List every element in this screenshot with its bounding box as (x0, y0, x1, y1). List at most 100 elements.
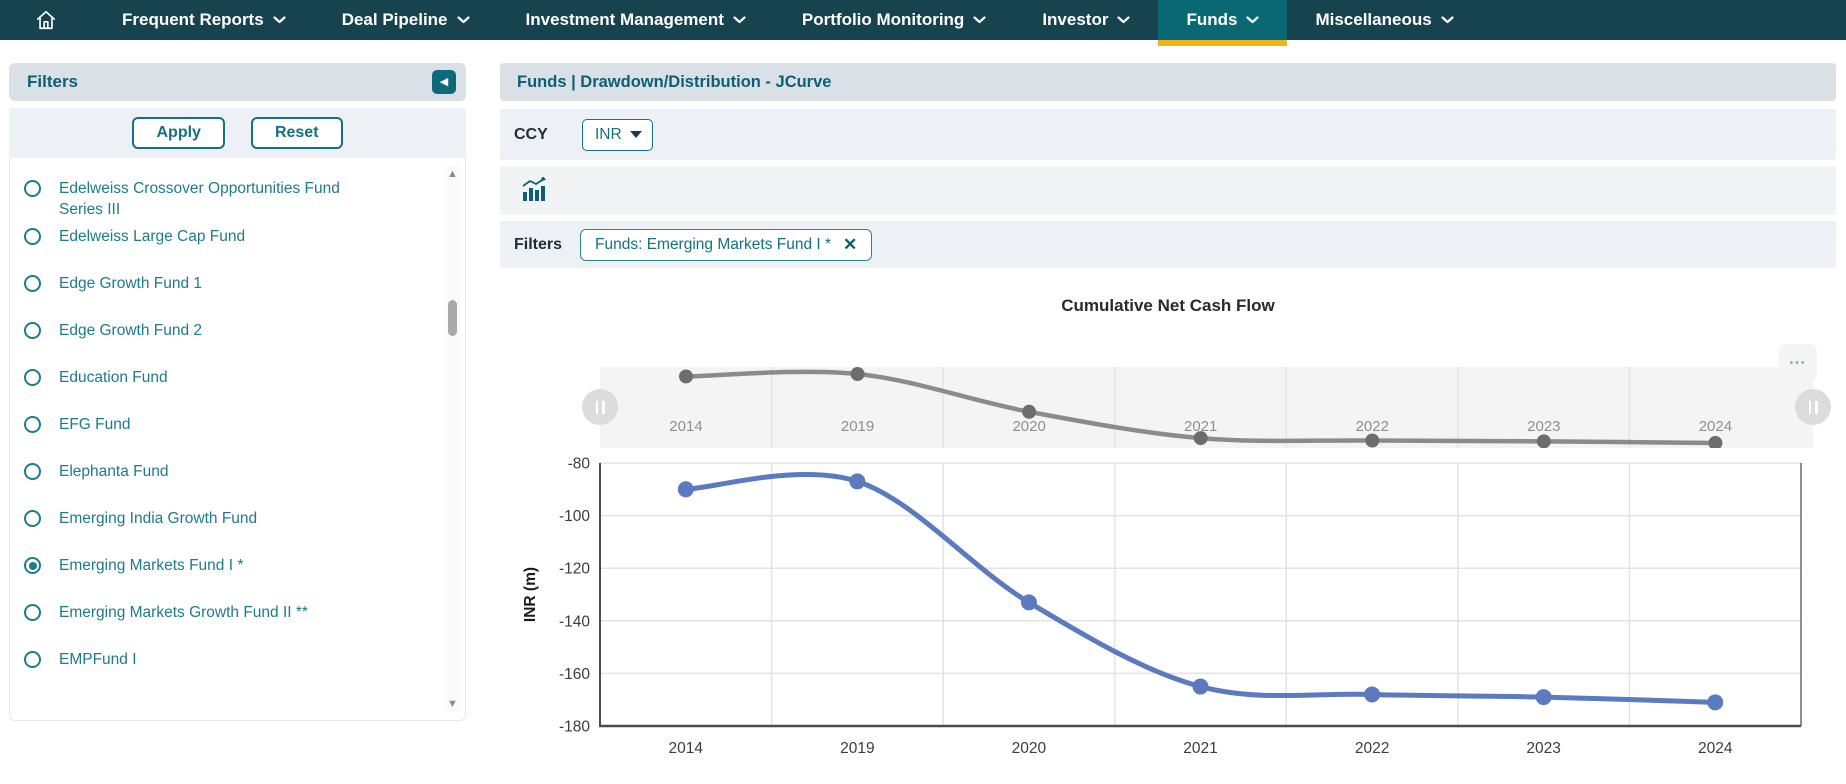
chevron-down-icon (1117, 16, 1130, 24)
fund-item-label: EFG Fund (59, 414, 131, 435)
nav-item-label: Investment Management (526, 10, 724, 30)
chevron-down-icon (733, 16, 746, 24)
navigator-left-handle[interactable] (582, 389, 618, 425)
svg-text:2019: 2019 (841, 418, 874, 435)
svg-text:2014: 2014 (669, 740, 704, 757)
breadcrumb: Funds | Drawdown/Distribution - JCurve (517, 73, 831, 92)
svg-text:2024: 2024 (1699, 418, 1732, 435)
chart-title: Cumulative Net Cash Flow (500, 296, 1836, 316)
fund-item-label: Elephanta Fund (59, 461, 168, 482)
chevron-down-icon (1246, 16, 1259, 24)
scroll-up-arrow[interactable]: ▲ (447, 166, 458, 182)
fund-list-item[interactable]: EFG Fund (24, 408, 439, 455)
fund-list-item[interactable]: Emerging Markets Fund I * (24, 549, 439, 596)
chevron-down-icon (273, 16, 286, 24)
svg-text:2022: 2022 (1355, 740, 1389, 757)
fund-list-item[interactable]: Edge Growth Fund 2 (24, 314, 439, 361)
fund-list-item[interactable]: EMPFund I (24, 643, 439, 690)
nav-item-label: Miscellaneous (1315, 10, 1431, 30)
chevron-down-icon (1441, 16, 1454, 24)
main-chart: -80-100-120-140-160-18020142019202020212… (500, 450, 1846, 784)
svg-text:INR (m): INR (m) (522, 567, 539, 622)
svg-text:2021: 2021 (1183, 740, 1217, 757)
svg-text:-120: -120 (559, 561, 590, 578)
chevron-down-icon (457, 16, 470, 24)
nav-item-label: Deal Pipeline (342, 10, 448, 30)
fund-item-label: EMPFund I (59, 649, 137, 670)
fund-list-scrollbar[interactable]: ▲ ▼ (445, 166, 460, 712)
jcurve-line-chart: -80-100-120-140-160-18020142019202020212… (500, 450, 1846, 784)
nav-item-label: Funds (1186, 10, 1237, 30)
currency-row: CCY INR (500, 109, 1836, 160)
navigator-chart: 2014201920202021202220232024 (600, 367, 1813, 448)
fund-list-item[interactable]: Education Fund (24, 361, 439, 408)
ccy-select[interactable]: INR (582, 119, 653, 151)
radio-selected-icon (24, 557, 41, 574)
svg-text:-180: -180 (559, 719, 590, 736)
filters-panel-header: Filters ◀ (9, 63, 466, 101)
active-filters-row: Filters Funds: Emerging Markets Fund I *… (500, 221, 1836, 268)
nav-item-deal-pipeline[interactable]: Deal Pipeline (314, 0, 498, 40)
bar-chart-trend-icon (520, 177, 548, 205)
filters-row-label: Filters (514, 236, 580, 254)
chevron-down-icon (630, 131, 642, 138)
navigator-right-handle[interactable] (1795, 389, 1831, 425)
reset-button[interactable]: Reset (251, 117, 343, 149)
nav-item-miscellaneous[interactable]: Miscellaneous (1287, 0, 1481, 40)
home-button[interactable] (26, 0, 66, 40)
scroll-thumb[interactable] (448, 300, 457, 336)
radio-icon (24, 651, 41, 668)
fund-items: Edelweiss Crossover Opportunities Fund S… (24, 172, 439, 690)
filter-chip: Funds: Emerging Markets Fund I * ✕ (580, 229, 872, 261)
filters-panel-title: Filters (27, 72, 78, 92)
nav-item-label: Frequent Reports (122, 10, 264, 30)
app-root: Frequent Reports Deal Pipeline Investment … (0, 0, 1846, 784)
collapse-panel-button[interactable]: ◀ (432, 70, 456, 94)
fund-list-item[interactable]: Emerging India Growth Fund (24, 502, 439, 549)
radio-icon (24, 180, 41, 197)
home-icon (35, 9, 57, 31)
nav-item-label: Portfolio Monitoring (802, 10, 964, 30)
filter-chip-label: Funds: Emerging Markets Fund I * (595, 236, 831, 254)
radio-icon (24, 510, 41, 527)
nav-item-investment-management[interactable]: Investment Management (498, 0, 774, 40)
svg-text:2023: 2023 (1526, 740, 1560, 757)
chart-view-toggle[interactable] (520, 177, 548, 205)
svg-text:2023: 2023 (1527, 418, 1560, 435)
radio-icon (24, 275, 41, 292)
fund-list-item[interactable]: Edge Growth Fund 1 (24, 267, 439, 314)
svg-text:2024: 2024 (1698, 740, 1733, 757)
nav-item-portfolio-monitoring[interactable]: Portfolio Monitoring (774, 0, 1014, 40)
svg-text:2022: 2022 (1356, 418, 1389, 435)
svg-text:-80: -80 (568, 456, 591, 473)
fund-item-label: Education Fund (59, 367, 168, 388)
chart-navigator[interactable]: 2014201920202021202220232024 (600, 367, 1813, 448)
svg-text:2019: 2019 (840, 740, 874, 757)
scroll-track[interactable] (445, 182, 460, 696)
fund-list-item[interactable]: Elephanta Fund (24, 455, 439, 502)
apply-button[interactable]: Apply (132, 117, 224, 149)
radio-icon (24, 369, 41, 386)
top-navbar: Frequent Reports Deal Pipeline Investment … (0, 0, 1846, 40)
chart-type-row (500, 166, 1836, 215)
nav-item-investor[interactable]: Investor (1014, 0, 1158, 40)
nav-items: Frequent Reports Deal Pipeline Investment … (94, 0, 1482, 40)
fund-item-label: Emerging Markets Fund I * (59, 555, 243, 576)
nav-item-frequent-reports[interactable]: Frequent Reports (94, 0, 314, 40)
radio-icon (24, 228, 41, 245)
svg-text:2014: 2014 (669, 418, 702, 435)
svg-text:-160: -160 (559, 666, 590, 683)
fund-item-label: Edge Growth Fund 2 (59, 320, 202, 341)
remove-filter-icon[interactable]: ✕ (843, 236, 857, 253)
fund-list-item[interactable]: Edelweiss Crossover Opportunities Fund S… (24, 172, 439, 220)
nav-item-funds[interactable]: Funds (1158, 0, 1287, 40)
fund-list-item[interactable]: Edelweiss Large Cap Fund (24, 220, 439, 267)
scroll-down-arrow[interactable]: ▼ (447, 696, 458, 712)
ccy-selected-value: INR (595, 126, 622, 144)
chevron-down-icon (973, 16, 986, 24)
fund-item-label: Edge Growth Fund 1 (59, 273, 202, 294)
fund-item-label: Edelweiss Crossover Opportunities Fund S… (59, 178, 359, 220)
radio-icon (24, 604, 41, 621)
fund-item-label: Emerging India Growth Fund (59, 508, 257, 529)
fund-list-item[interactable]: Emerging Markets Growth Fund II ** (24, 596, 439, 643)
